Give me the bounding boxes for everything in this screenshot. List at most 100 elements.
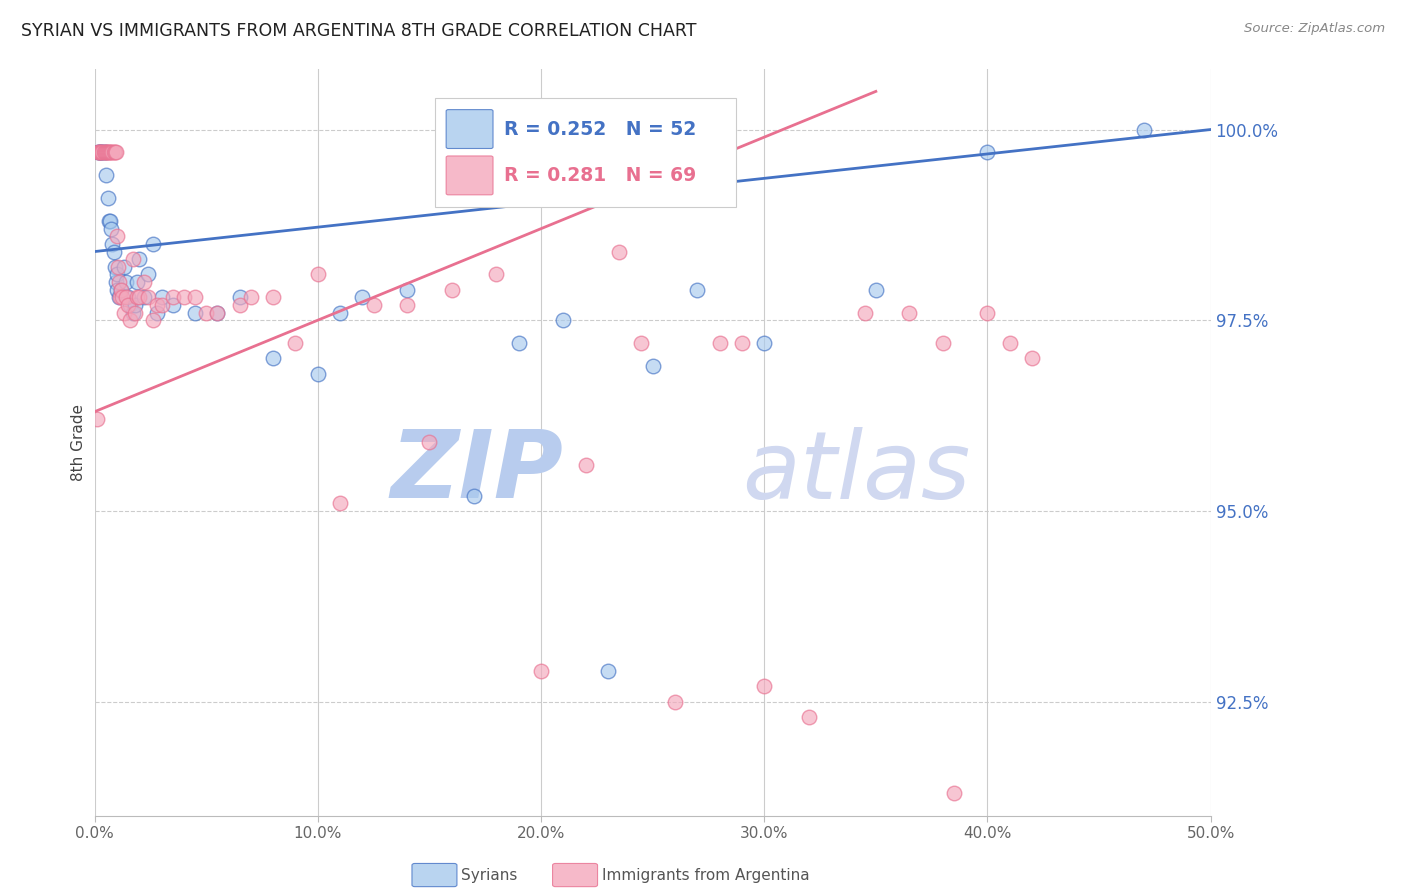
Point — [1132, 122, 1154, 136]
Point — [105, 229, 128, 244]
Point — [110, 290, 132, 304]
Point — [307, 367, 329, 381]
Text: R = 0.252   N = 52: R = 0.252 N = 52 — [505, 120, 696, 138]
Point — [128, 290, 150, 304]
Point — [184, 305, 207, 319]
Point — [110, 283, 132, 297]
Point — [162, 298, 184, 312]
Point — [101, 145, 124, 160]
Point — [440, 283, 463, 297]
Point — [146, 305, 169, 319]
Point — [121, 305, 143, 319]
Point — [104, 145, 127, 160]
Point — [352, 290, 374, 304]
Point — [104, 145, 127, 160]
FancyBboxPatch shape — [434, 98, 737, 207]
Point — [686, 283, 709, 297]
Text: R = 0.281   N = 69: R = 0.281 N = 69 — [505, 166, 696, 185]
Point — [128, 252, 150, 267]
Point — [124, 298, 146, 312]
Point — [142, 313, 165, 327]
Point — [91, 145, 114, 160]
Point — [142, 236, 165, 251]
Point — [87, 145, 110, 160]
Point — [125, 290, 148, 304]
Point — [976, 305, 998, 319]
Point — [104, 260, 127, 274]
Point — [96, 145, 118, 160]
Point — [97, 191, 120, 205]
Point — [136, 268, 159, 282]
Point — [110, 283, 132, 297]
Point — [898, 305, 921, 319]
Point — [89, 145, 111, 160]
Point — [112, 305, 135, 319]
Point — [97, 145, 120, 160]
Point — [530, 664, 553, 678]
Point — [132, 275, 155, 289]
Point — [207, 305, 229, 319]
Point — [754, 336, 776, 351]
Point — [396, 298, 419, 312]
Point — [239, 290, 262, 304]
Point — [117, 298, 139, 312]
Text: Source: ZipAtlas.com: Source: ZipAtlas.com — [1244, 22, 1385, 36]
Point — [150, 290, 173, 304]
Point — [114, 290, 136, 304]
Point — [94, 145, 117, 160]
Point — [98, 145, 121, 160]
Point — [797, 710, 820, 724]
Point — [184, 290, 207, 304]
Point — [146, 298, 169, 312]
Point — [120, 298, 142, 312]
Point — [89, 145, 111, 160]
Point — [121, 252, 143, 267]
Point — [125, 275, 148, 289]
Point — [396, 283, 419, 297]
Point — [508, 336, 530, 351]
Point — [262, 290, 284, 304]
Point — [1021, 351, 1043, 366]
Point — [262, 351, 284, 366]
Text: SYRIAN VS IMMIGRANTS FROM ARGENTINA 8TH GRADE CORRELATION CHART: SYRIAN VS IMMIGRANTS FROM ARGENTINA 8TH … — [21, 22, 696, 40]
Point — [173, 290, 195, 304]
Point — [120, 313, 142, 327]
Point — [107, 260, 129, 274]
Point — [942, 786, 965, 800]
Point — [94, 145, 117, 160]
Point — [998, 336, 1021, 351]
Point — [485, 268, 508, 282]
Point — [93, 145, 115, 160]
Point — [228, 298, 250, 312]
Text: Syrians: Syrians — [461, 868, 517, 882]
Point — [87, 145, 110, 160]
Point — [114, 275, 136, 289]
Point — [90, 145, 112, 160]
Point — [853, 305, 876, 319]
Text: ZIP: ZIP — [391, 426, 564, 518]
Point — [94, 169, 117, 183]
Point — [100, 145, 122, 160]
Point — [754, 679, 776, 693]
Point — [117, 290, 139, 304]
Point — [195, 305, 218, 319]
Point — [105, 268, 128, 282]
Point — [136, 290, 159, 304]
Point — [976, 145, 998, 160]
Point — [284, 336, 307, 351]
Point — [150, 298, 173, 312]
Point — [132, 290, 155, 304]
Point — [731, 336, 754, 351]
Point — [932, 336, 955, 351]
Point — [664, 694, 686, 708]
Point — [228, 290, 250, 304]
Point — [418, 435, 440, 450]
Point — [98, 214, 121, 228]
Point — [100, 221, 122, 235]
Point — [865, 283, 887, 297]
Point — [709, 336, 731, 351]
Point — [630, 336, 652, 351]
Point — [104, 275, 127, 289]
Point — [596, 664, 619, 678]
Point — [553, 313, 575, 327]
